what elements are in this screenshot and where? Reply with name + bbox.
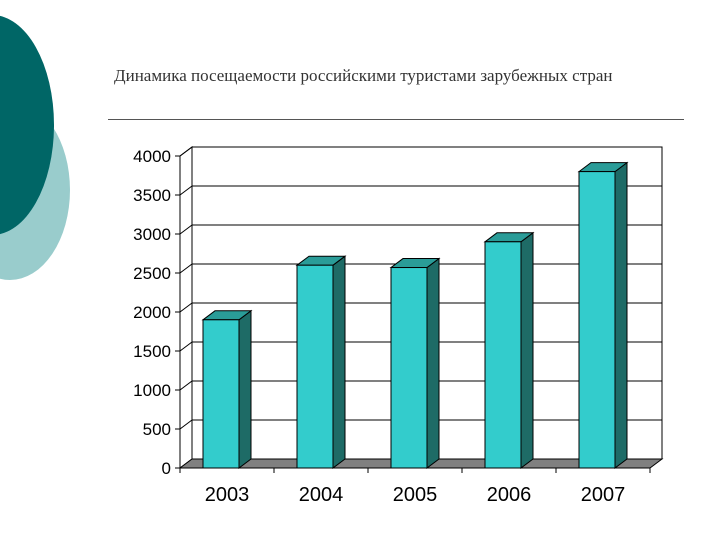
y-tick-label: 500 bbox=[143, 420, 171, 439]
gridline-depth bbox=[179, 146, 193, 157]
bar-side bbox=[614, 161, 628, 469]
x-tick-label: 2005 bbox=[393, 484, 438, 506]
bar-side bbox=[426, 257, 440, 469]
y-tick-label: 4000 bbox=[133, 147, 171, 166]
gridline-depth bbox=[179, 341, 193, 352]
gridline-depth bbox=[179, 224, 193, 235]
y-tick-label: 1500 bbox=[133, 342, 171, 361]
dark-circle bbox=[0, 15, 54, 235]
y-tick-label: 1000 bbox=[133, 381, 171, 400]
x-tick-label: 2007 bbox=[581, 484, 626, 506]
bar-side bbox=[520, 231, 534, 469]
gridline-depth bbox=[179, 419, 193, 430]
y-tick-label: 2500 bbox=[133, 264, 171, 283]
y-tick-label: 0 bbox=[162, 459, 171, 478]
bar bbox=[390, 267, 428, 469]
gridline-depth bbox=[179, 185, 193, 196]
bar bbox=[296, 264, 334, 469]
bar bbox=[578, 171, 616, 469]
bar bbox=[484, 241, 522, 469]
title-divider bbox=[108, 119, 684, 120]
gridline-depth bbox=[179, 302, 193, 313]
decorative-circles bbox=[0, 15, 70, 280]
bar bbox=[202, 319, 240, 469]
x-tick-label: 2003 bbox=[205, 484, 250, 506]
gridline-depth bbox=[179, 263, 193, 274]
y-tick-label: 2000 bbox=[133, 303, 171, 322]
bar-side bbox=[238, 309, 252, 469]
y-tick-label: 3000 bbox=[133, 225, 171, 244]
y-tick-label: 3500 bbox=[133, 186, 171, 205]
gridline-depth bbox=[179, 380, 193, 391]
bar-side bbox=[332, 255, 346, 469]
x-tick-label: 2006 bbox=[487, 484, 532, 506]
x-tick-label: 2004 bbox=[299, 484, 344, 506]
slide-title: Динамика посещаемости российскими турист… bbox=[114, 66, 613, 85]
